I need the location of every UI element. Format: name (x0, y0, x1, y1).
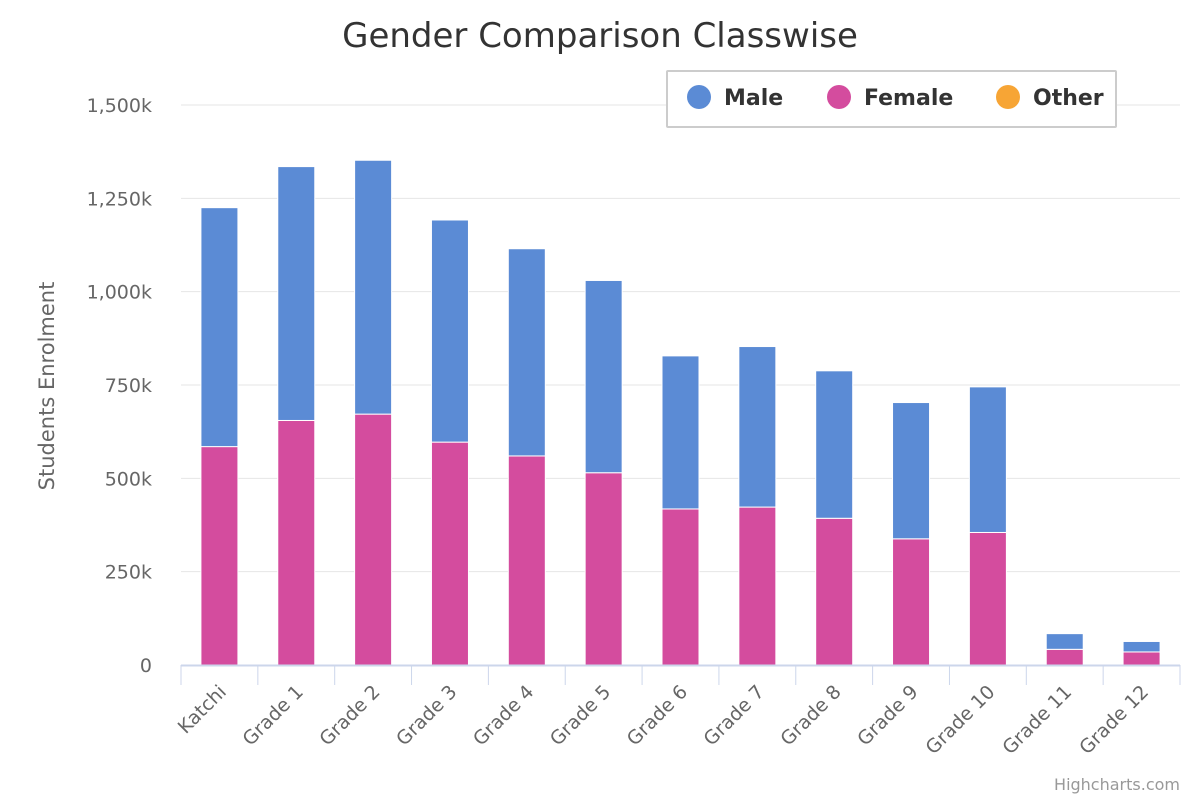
bar-male[interactable] (968, 386, 1007, 533)
x-tick-label: Grade 11 (998, 681, 1076, 759)
bar-female[interactable] (1045, 648, 1084, 666)
bar-male[interactable] (277, 166, 316, 421)
bar-female[interactable] (584, 472, 623, 666)
legend-marker (687, 85, 711, 109)
legend-box (666, 70, 1117, 128)
legend-label: Male (724, 86, 783, 111)
x-tick-label: Katchi (174, 681, 231, 738)
bar-male[interactable] (354, 159, 393, 415)
x-tick-label: Grade 1 (238, 681, 307, 750)
bar-male[interactable] (1045, 633, 1084, 650)
bar-female[interactable] (892, 538, 931, 666)
bar-female[interactable] (277, 419, 316, 666)
legend: Male Female Other (666, 70, 1117, 128)
y-tick-label: 1,500k (87, 95, 152, 117)
bar-male[interactable] (430, 219, 469, 443)
bar-female[interactable] (738, 506, 777, 666)
legend-label: Other (1033, 86, 1104, 111)
bar-male[interactable] (200, 207, 239, 448)
x-axis (180, 664, 1181, 685)
bar-female[interactable] (1122, 651, 1161, 666)
x-tick-label: Grade 9 (853, 681, 922, 750)
legend-label: Female (864, 86, 953, 111)
legend-item-other[interactable]: Other (996, 85, 1104, 111)
bar-female[interactable] (200, 446, 239, 666)
bar-male[interactable] (892, 402, 931, 540)
bars (200, 159, 1161, 666)
legend-item-female[interactable]: Female (827, 85, 953, 111)
x-tick-label: Grade 2 (315, 681, 384, 750)
y-tick-label: 1,250k (87, 188, 152, 210)
bar-female[interactable] (430, 441, 469, 666)
y-tick-label: 1,000k (87, 282, 152, 304)
y-tick-label: 750k (105, 375, 152, 397)
chart-title: Gender Comparison Classwise (342, 16, 858, 56)
y-axis-title: Students Enrolment (35, 282, 59, 491)
bar-male[interactable] (738, 346, 777, 508)
bar-female[interactable] (815, 517, 854, 666)
y-tick-label: 0 (140, 655, 152, 677)
x-tick-label: Grade 10 (922, 681, 1000, 759)
bar-female[interactable] (354, 413, 393, 666)
bar-male[interactable] (1122, 640, 1161, 653)
y-tick-label: 250k (105, 562, 152, 584)
bar-female[interactable] (968, 531, 1007, 666)
legend-item-male[interactable]: Male (687, 85, 783, 111)
x-tick-label: Grade 7 (700, 681, 769, 750)
x-tick-label: Grade 8 (776, 681, 845, 750)
x-tick-label: Grade 6 (623, 681, 692, 750)
legend-marker (996, 85, 1020, 109)
y-tick-label: 500k (105, 468, 152, 490)
credits-text[interactable]: Highcharts.com (1054, 775, 1180, 794)
bar-female[interactable] (661, 508, 700, 666)
x-tick-label: Grade 4 (469, 681, 538, 750)
legend-marker (827, 85, 851, 109)
bar-male[interactable] (507, 248, 546, 457)
bar-female[interactable] (507, 455, 546, 666)
bar-male[interactable] (815, 370, 854, 519)
x-axis-labels: Katchi Grade 1 Grade 2 Grade 3 Grade 4 Grade … (174, 681, 1153, 759)
x-tick-label: Grade 12 (1075, 681, 1153, 759)
y-axis-labels: 0 250k 500k 750k 1,000k 1,250k 1,500k (87, 95, 152, 677)
bar-male[interactable] (661, 355, 700, 510)
x-tick-label: Grade 5 (546, 681, 615, 750)
x-tick-label: Grade 3 (392, 681, 461, 750)
bar-male[interactable] (584, 279, 623, 474)
